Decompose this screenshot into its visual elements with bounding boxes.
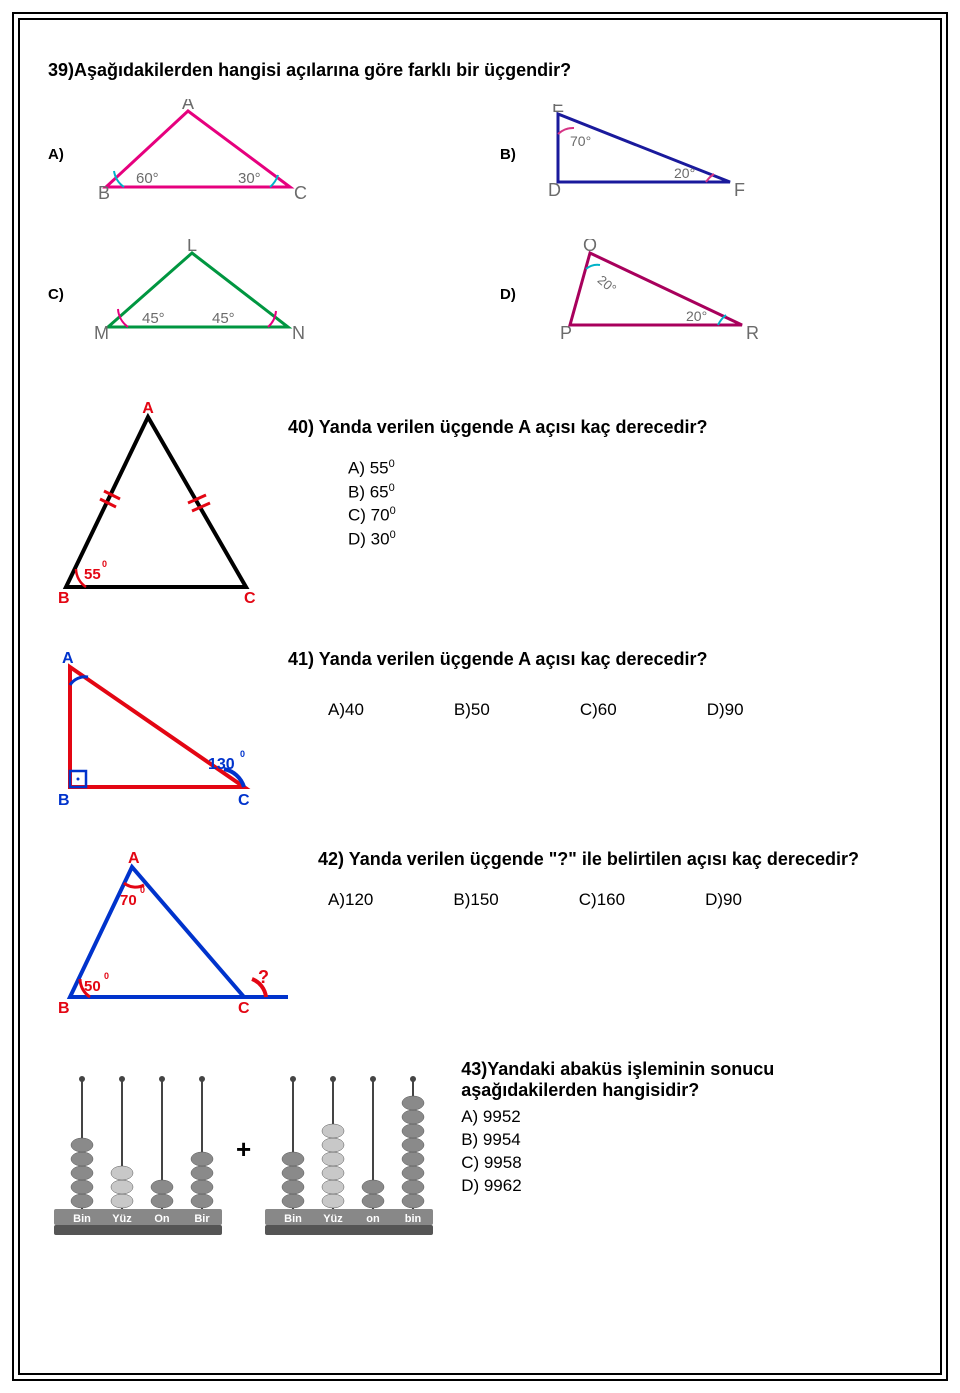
triangle-diagram-c: L M N 45° 45° [78,239,308,349]
svg-text:C: C [244,590,256,607]
q39-options-grid: A) A B C 60° 30° B) E D F 70° [48,99,912,349]
q41-text: 41) Yanda verilen üçgende A açısı kaç de… [288,649,912,720]
triangle-diagram-q42: A B C 70 0 50 0 ? [48,849,298,1019]
svg-text:30°: 30° [238,170,261,187]
triangle-diagram-b: E D F 70° 20° [530,104,750,204]
svg-text:B: B [98,183,110,203]
svg-text:E: E [552,104,564,116]
abacus-1: Bin Yüz On Bir [48,1059,228,1239]
triangle-diagram-q40: A B C 55 0 [48,399,268,609]
svg-text:P: P [560,323,572,343]
q40-text: 40) Yanda verilen üçgende A açısı kaç de… [288,399,912,553]
triangle-diagram-d: O P R 20° 20° [530,239,760,349]
q40-choice-b: B) 650 [348,482,912,503]
q39-option-c: C) L M N 45° 45° [48,239,460,349]
q39-option-b: B) E D F 70° 20° [500,99,912,209]
q42-choices: A)120 B)150 C)160 D)90 [328,890,912,910]
q42-choice-b: B)150 [453,890,498,910]
abacus-2: Bin Yüz on bin [259,1059,439,1239]
svg-text:On: On [154,1213,170,1225]
q39-option-a: A) A B C 60° 30° [48,99,460,209]
svg-text:70°: 70° [570,133,591,149]
q41-choice-d: D)90 [707,700,744,720]
svg-text:0: 0 [140,885,145,895]
svg-text:20°: 20° [594,272,619,296]
svg-text:0: 0 [240,749,245,759]
svg-text:C: C [294,183,307,203]
svg-text:N: N [292,323,305,343]
svg-text:0: 0 [104,971,109,981]
svg-text:Bir: Bir [194,1213,210,1225]
svg-text:O: O [583,239,597,255]
q42-choice-c: C)160 [579,890,625,910]
option-label: B) [500,146,516,163]
plus-sign: + [236,1134,251,1165]
svg-text:B: B [58,590,70,607]
svg-text:?: ? [258,967,269,987]
svg-text:A: A [182,99,194,113]
q43-text: 43)Yandaki abaküs işleminin sonucu aşağı… [461,1059,912,1199]
option-label: A) [48,146,64,163]
svg-text:L: L [187,239,197,255]
q40-choices: A) 550 B) 650 C) 700 D) 300 [348,458,912,550]
q40-title: 40) Yanda verilen üçgende A açısı kaç de… [288,417,912,438]
q41-choice-b: B)50 [454,700,490,720]
option-label: D) [500,286,516,303]
q43-choice-c: C) 9958 [461,1153,912,1173]
svg-text:R: R [746,323,759,343]
svg-text:50: 50 [84,978,101,995]
svg-text:B: B [58,792,70,809]
abacus-group: Bin Yüz On Bir + Bin Yüz on bin [48,1059,439,1239]
svg-text:Bin: Bin [284,1213,302,1225]
q41-choices: A)40 B)50 C)60 D)90 [328,700,912,720]
svg-text:70: 70 [120,892,137,909]
option-label: C) [48,286,64,303]
q39-option-d: D) O P R 20° 20° [500,239,912,349]
triangle-diagram-a: A B C 60° 30° [78,99,308,209]
svg-text:A: A [128,850,140,867]
q41-choice-c: C)60 [580,700,617,720]
svg-text:A: A [62,650,74,667]
svg-text:D: D [548,180,561,200]
q42-text: 42) Yanda verilen üçgende "?" ile belirt… [318,849,912,910]
q43-choice-a: A) 9952 [461,1107,912,1127]
q40-row: A B C 55 0 40) Yanda verilen üçgende A a… [48,399,912,609]
svg-text:bin: bin [405,1213,422,1225]
q42-row: A B C 70 0 50 0 ? 42) Yanda verilen üçge… [48,849,912,1019]
svg-text:A: A [142,400,154,417]
svg-text:60°: 60° [136,170,159,187]
q43-choice-d: D) 9962 [461,1176,912,1196]
svg-text:130: 130 [208,756,235,773]
q41-choice-a: A)40 [328,700,364,720]
svg-text:B: B [58,1000,70,1017]
svg-text:Bin: Bin [73,1213,91,1225]
q39-title: 39)Aşağıdakilerden hangisi açılarına gör… [48,60,912,81]
svg-text:0: 0 [102,559,107,569]
svg-text:F: F [734,180,745,200]
q40-choice-c: C) 700 [348,505,912,526]
svg-text:Yüz: Yüz [112,1213,132,1225]
triangle-diagram-q41: A B C 130 0 [48,649,268,809]
svg-text:C: C [238,792,250,809]
svg-text:on: on [366,1213,380,1225]
q43-title: 43)Yandaki abaküs işleminin sonucu aşağı… [461,1059,912,1101]
svg-text:M: M [94,323,109,343]
svg-text:Yüz: Yüz [323,1213,343,1225]
svg-text:45°: 45° [212,310,235,327]
q43-row: Bin Yüz On Bir + Bin Yüz on bin 43)Yandaki aba… [48,1059,912,1239]
q41-row: A B C 130 0 41) Yanda verilen üçgende A … [48,649,912,809]
q42-title: 42) Yanda verilen üçgende "?" ile belirt… [318,849,912,870]
q40-choice-a: A) 550 [348,458,912,479]
q42-choice-d: D)90 [705,890,742,910]
q41-title: 41) Yanda verilen üçgende A açısı kaç de… [288,649,912,670]
svg-text:20°: 20° [674,165,695,181]
svg-text:45°: 45° [142,310,165,327]
q42-choice-a: A)120 [328,890,373,910]
page-content: 39)Aşağıdakilerden hangisi açılarına gör… [18,18,942,1375]
svg-text:20°: 20° [686,308,707,324]
svg-text:C: C [238,1000,250,1017]
q40-choice-d: D) 300 [348,529,912,550]
q43-choice-b: B) 9954 [461,1130,912,1150]
svg-text:55: 55 [84,566,101,583]
